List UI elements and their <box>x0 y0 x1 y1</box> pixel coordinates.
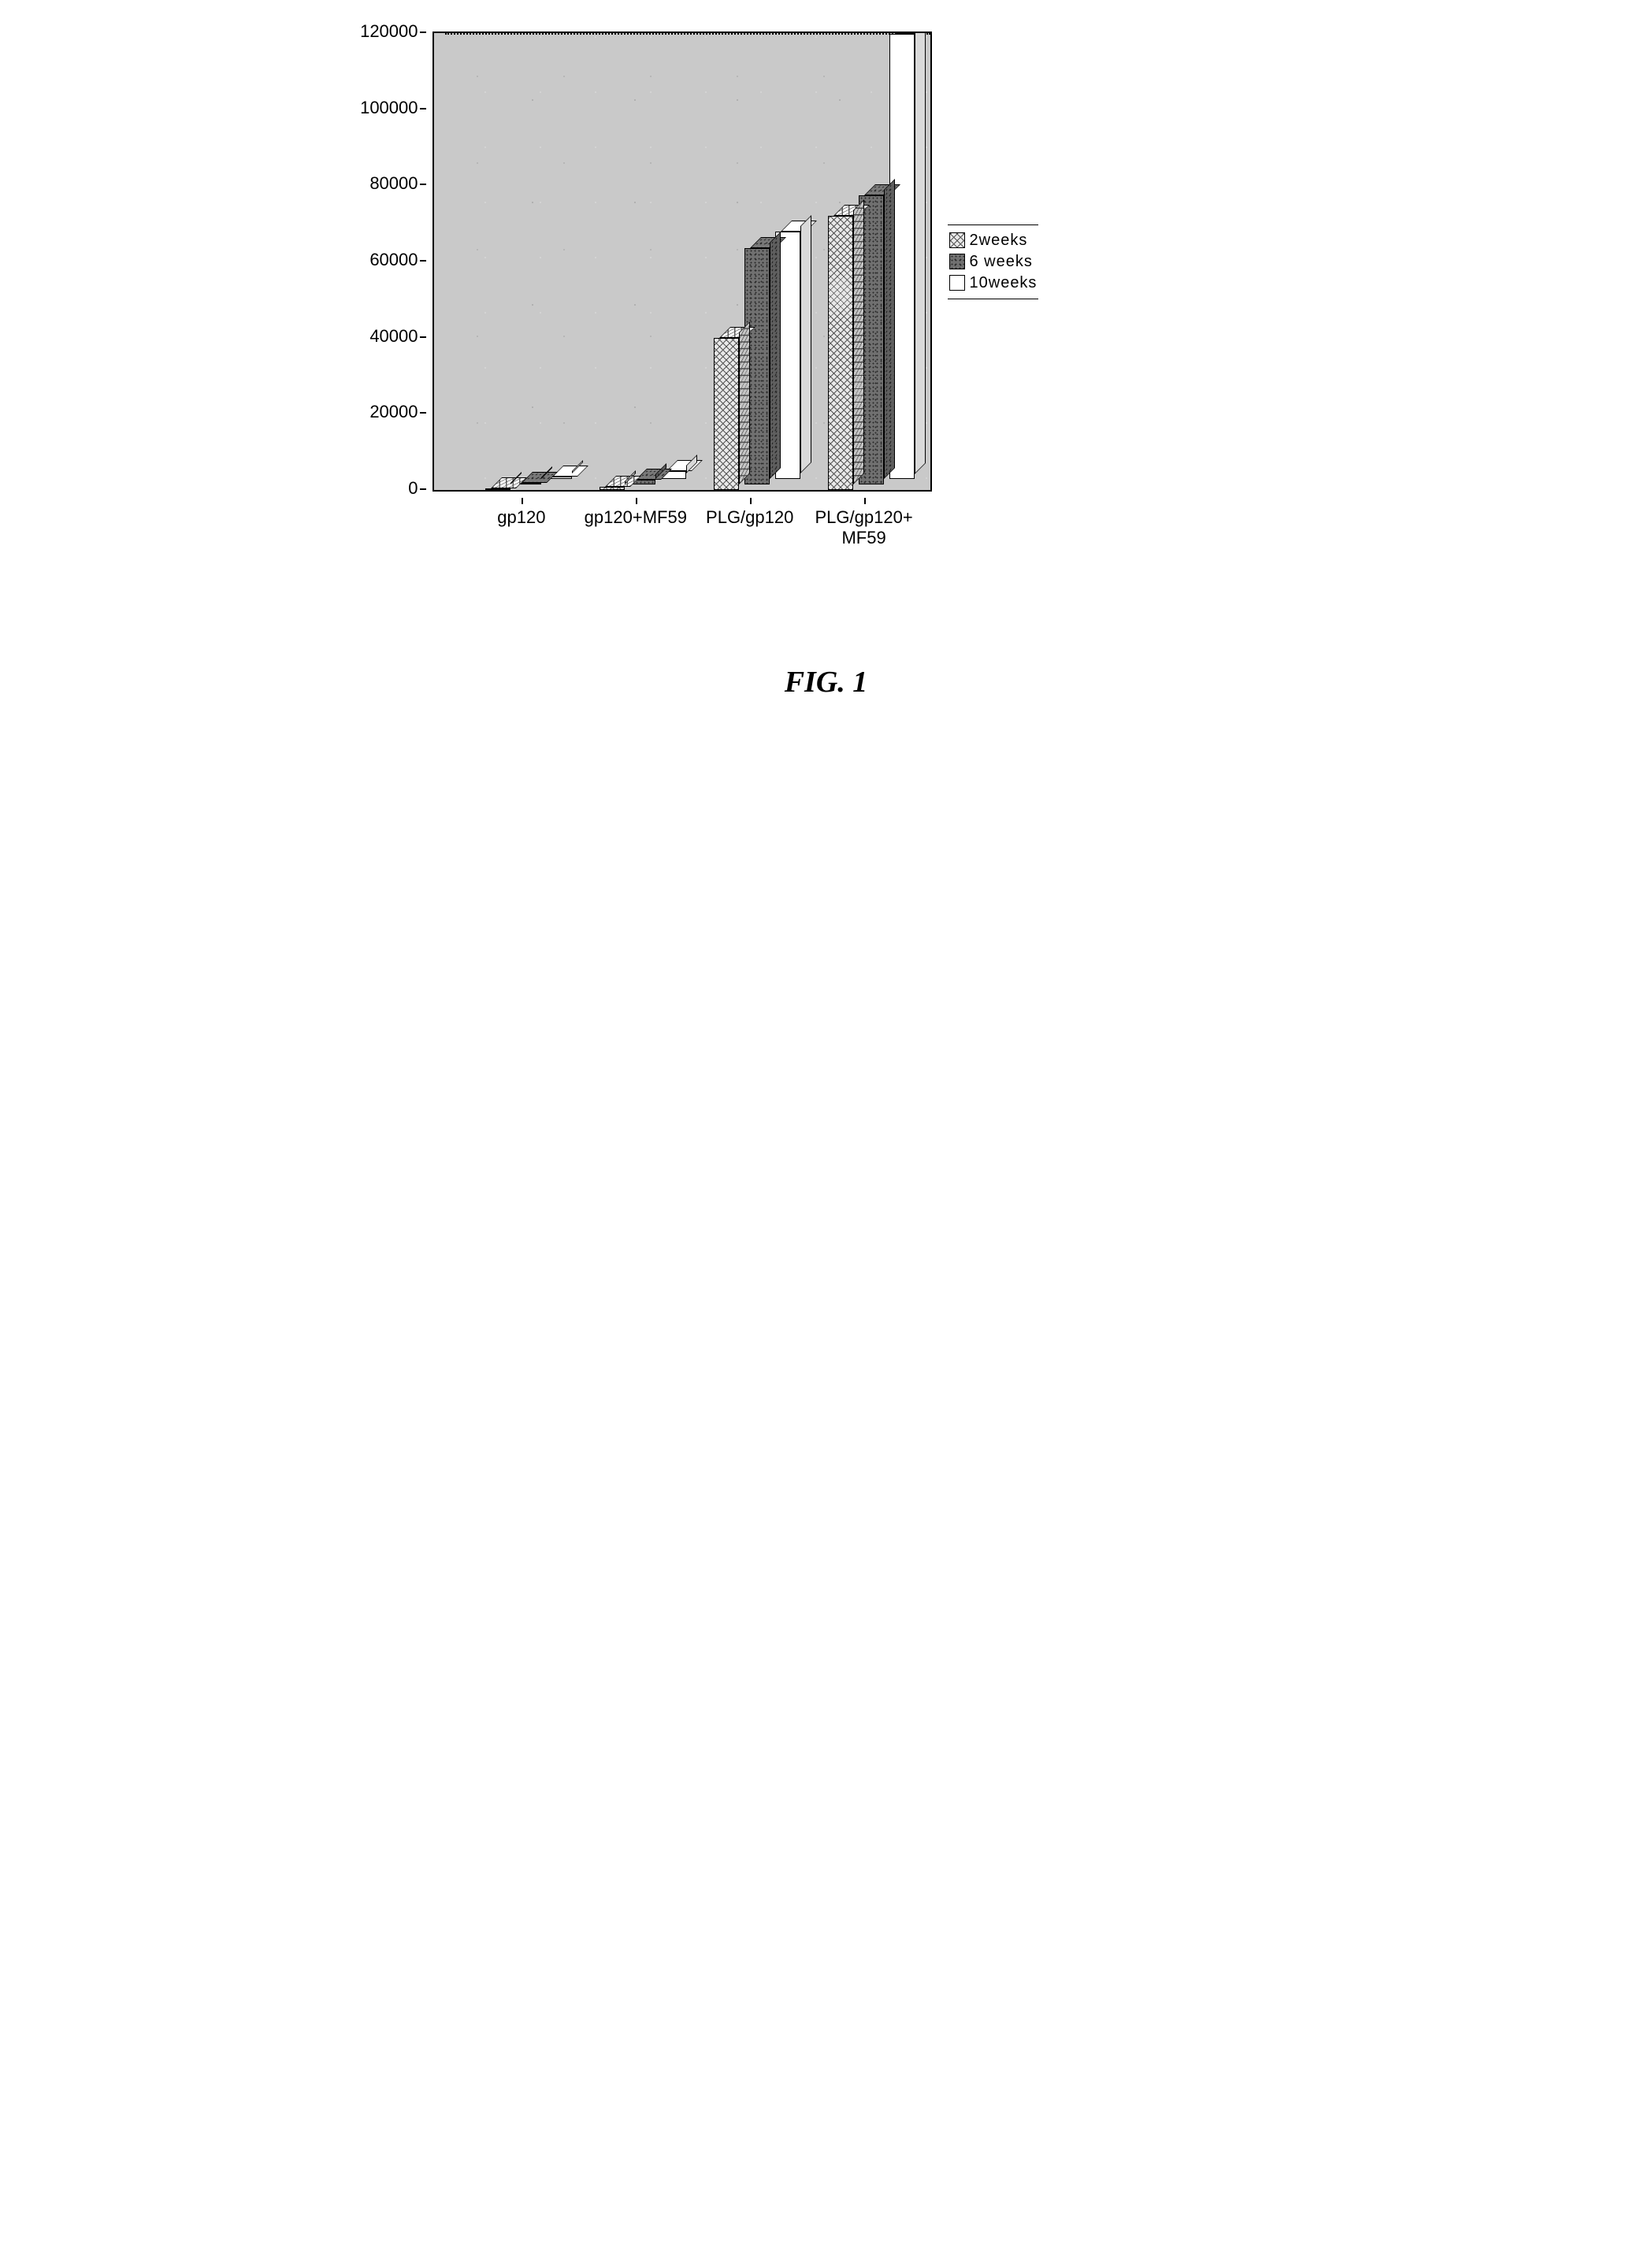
chart-frame <box>432 32 932 492</box>
x-tick-label: gp120+MF59 <box>585 507 687 528</box>
bar-front-face <box>600 487 625 490</box>
y-tick-mark <box>420 488 426 490</box>
bar <box>485 488 510 490</box>
y-tick-label: 40000 <box>369 326 418 347</box>
legend-item: 6 weeks <box>949 253 1038 271</box>
bar-side-face <box>884 179 895 479</box>
bar-side-face <box>853 199 864 484</box>
x-tick-mark <box>636 498 637 504</box>
y-tick-mark <box>420 108 426 109</box>
y-tick-label: 80000 <box>369 173 418 194</box>
y-tick-label: 20000 <box>369 402 418 422</box>
bar-group <box>485 488 561 490</box>
legend-item: 10weeks <box>949 274 1038 292</box>
legend-swatch <box>949 275 965 291</box>
y-tick-mark <box>420 260 426 262</box>
chart-container: 020000400006000080000100000120000 gp120g… <box>432 32 932 492</box>
figure-label: FIG. 1 <box>432 665 1220 700</box>
bar <box>600 487 625 490</box>
legend-swatch <box>949 254 965 269</box>
x-tick-mark <box>750 498 752 504</box>
y-tick-mark <box>420 32 426 33</box>
bar-top-face <box>491 477 527 488</box>
y-tick-mark <box>420 336 426 338</box>
legend-label: 2weeks <box>970 232 1028 250</box>
chart-legend: 2weeks 6 weeks 10weeks <box>948 225 1039 299</box>
bar-side-face <box>739 321 750 484</box>
bar-side-face <box>770 232 781 479</box>
legend-swatch <box>949 232 965 248</box>
y-tick-mark <box>420 184 426 185</box>
bar-front-face <box>485 488 510 490</box>
x-tick-mark <box>864 498 866 504</box>
bar-side-face <box>915 33 926 473</box>
x-tick-label: PLG/gp120 <box>706 507 793 528</box>
chart-top-edge <box>445 33 930 35</box>
x-tick-mark <box>522 498 523 504</box>
bar-front-face <box>828 216 853 490</box>
bar-group <box>828 45 904 491</box>
x-tick-label: gp120 <box>497 507 545 528</box>
bar-front-face <box>714 338 739 490</box>
bar-top-face <box>552 466 588 477</box>
chart-and-legend-row: 020000400006000080000100000120000 gp120g… <box>432 32 1220 492</box>
y-tick-label: 120000 <box>360 21 418 42</box>
legend-label: 10weeks <box>970 274 1038 292</box>
bar-group <box>714 243 789 490</box>
bar-group <box>600 482 675 490</box>
x-tick-label: PLG/gp120+MF59 <box>815 507 913 548</box>
y-tick-mark <box>420 412 426 414</box>
y-tick-label: 0 <box>408 478 418 499</box>
bar-side-face <box>800 215 811 473</box>
legend-item: 2weeks <box>949 232 1038 250</box>
y-tick-label: 60000 <box>369 250 418 270</box>
bar <box>828 216 853 490</box>
page: 020000400006000080000100000120000 gp120g… <box>432 32 1220 700</box>
bar <box>714 338 739 490</box>
legend-label: 6 weeks <box>970 253 1033 271</box>
chart-plot-area <box>434 33 930 490</box>
y-tick-label: 100000 <box>360 98 418 118</box>
